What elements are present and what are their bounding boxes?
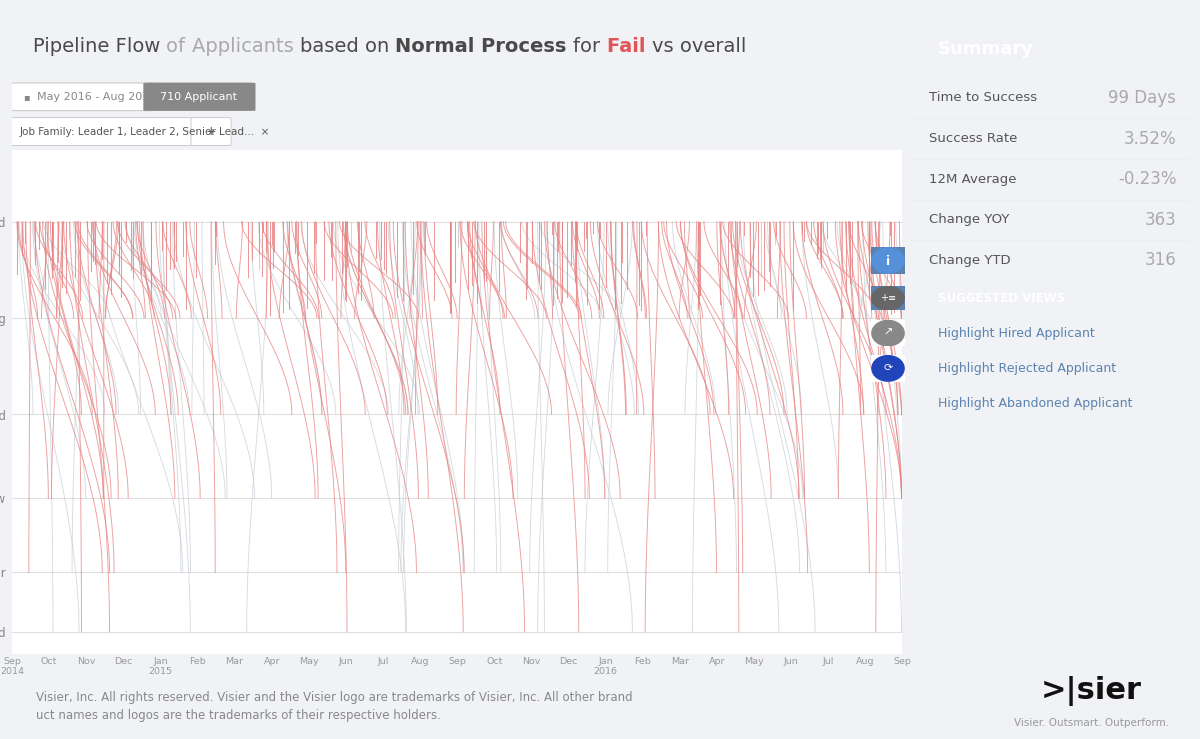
Text: SUGGESTED VIEWS: SUGGESTED VIEWS — [937, 292, 1064, 305]
Text: 316: 316 — [1145, 251, 1176, 270]
Text: 12M Average: 12M Average — [929, 173, 1016, 185]
Text: Highlight Rejected Applicant: Highlight Rejected Applicant — [937, 362, 1116, 375]
Text: for: for — [574, 37, 607, 55]
Circle shape — [872, 355, 904, 381]
Text: 3.52%: 3.52% — [1123, 129, 1176, 148]
Text: vs overall: vs overall — [652, 37, 746, 55]
Text: of: of — [167, 37, 192, 55]
Text: Time to Success: Time to Success — [929, 92, 1037, 104]
Text: >|sier: >|sier — [1040, 676, 1142, 706]
Text: Fail: Fail — [607, 37, 652, 55]
Text: 363: 363 — [1145, 211, 1176, 229]
Text: Visier, Inc. All rights reserved. Visier and the Visier logo are trademarks of V: Visier, Inc. All rights reserved. Visier… — [36, 691, 632, 722]
Circle shape — [872, 287, 904, 310]
Text: ▪: ▪ — [23, 92, 29, 102]
Text: Applicants: Applicants — [192, 37, 300, 55]
Text: May 2016 - Aug 2016: May 2016 - Aug 2016 — [37, 92, 156, 102]
Text: Change YOY: Change YOY — [929, 214, 1009, 226]
Text: Visier. Outsmart. Outperform.: Visier. Outsmart. Outperform. — [1014, 718, 1169, 728]
Text: i: i — [886, 254, 890, 268]
FancyBboxPatch shape — [191, 118, 232, 146]
Circle shape — [872, 248, 904, 273]
Text: Highlight Abandoned Applicant: Highlight Abandoned Applicant — [937, 397, 1132, 410]
Text: Pipeline Flow: Pipeline Flow — [32, 37, 167, 55]
FancyBboxPatch shape — [7, 83, 155, 111]
Text: Highlight Hired Applicant: Highlight Hired Applicant — [937, 327, 1094, 340]
Text: based on: based on — [300, 37, 395, 55]
Circle shape — [872, 321, 904, 346]
Text: 710 Applicant: 710 Applicant — [161, 92, 238, 102]
Text: Change YTD: Change YTD — [929, 254, 1010, 267]
Text: Success Rate: Success Rate — [929, 132, 1018, 145]
Text: ↗: ↗ — [883, 328, 893, 338]
Text: Job Family: Leader 1, Leader 2, Senior Lead...  ×: Job Family: Leader 1, Leader 2, Senior L… — [19, 126, 270, 137]
Text: -0.23%: -0.23% — [1118, 170, 1176, 188]
Text: 99 Days: 99 Days — [1109, 89, 1176, 107]
Text: Normal Process: Normal Process — [395, 37, 574, 55]
FancyBboxPatch shape — [5, 118, 205, 146]
Text: +: + — [205, 125, 216, 138]
Text: ⟳: ⟳ — [883, 364, 893, 373]
FancyBboxPatch shape — [144, 83, 256, 111]
Text: +≡: +≡ — [880, 293, 896, 303]
Text: Summary: Summary — [937, 41, 1033, 58]
